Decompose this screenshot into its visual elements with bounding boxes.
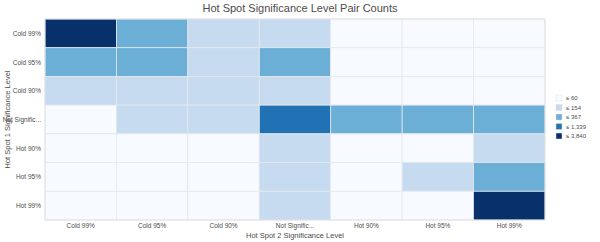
legend-swatch — [556, 95, 562, 101]
heatmap-cell — [116, 19, 187, 48]
heatmap-cell — [474, 19, 545, 48]
heatmap-cell — [331, 105, 402, 134]
plot-frame — [45, 19, 545, 220]
heatmap-cell — [45, 105, 116, 134]
heatmap-cell — [116, 105, 187, 134]
x-tick-label: Hot 99% — [497, 222, 522, 229]
heatmap-cell — [402, 76, 473, 105]
heatmap-cell — [188, 134, 259, 163]
heatmap-cell — [259, 105, 330, 134]
heatmap-cell — [116, 134, 187, 163]
heatmap-cell — [402, 163, 473, 192]
heatmap-cell — [331, 163, 402, 192]
y-tick-label: Hot 99% — [16, 202, 41, 209]
heatmap-cell — [474, 134, 545, 163]
y-tick-label: Cold 90% — [13, 87, 41, 94]
chart-root: Hot Spot Significance Level Pair Counts C… — [0, 0, 600, 242]
y-axis-label: Hot Spot 1 Significance Level — [3, 70, 12, 168]
heatmap-cell — [45, 48, 116, 77]
heatmap-cell — [259, 163, 330, 192]
legend: ≤ 60 ≤ 154 ≤ 367 ≤ 1,339 ≤ 3,840 — [556, 95, 587, 139]
heatmap-cell — [331, 191, 402, 220]
heatmap-cell — [259, 191, 330, 220]
heatmap-cell — [474, 105, 545, 134]
legend-label: ≤ 154 — [566, 105, 582, 111]
legend-swatch — [556, 133, 562, 139]
y-tick-label: Hot 95% — [16, 173, 41, 180]
heatmap-cell — [188, 48, 259, 77]
heatmap-cell — [331, 48, 402, 77]
heatmap-cell — [474, 163, 545, 192]
legend-swatch — [556, 105, 562, 111]
heatmap-cell — [474, 48, 545, 77]
heatmap-cell — [188, 163, 259, 192]
heatmap-cell — [259, 134, 330, 163]
cells — [45, 19, 545, 220]
heatmap-cell — [259, 76, 330, 105]
heatmap-cell — [259, 48, 330, 77]
y-tick-label: Cold 95% — [13, 59, 41, 66]
legend-swatch — [556, 114, 562, 120]
title: Hot Spot Significance Level Pair Counts — [202, 2, 398, 14]
heatmap-cell — [116, 48, 187, 77]
x-tick-label: Hot 95% — [425, 222, 450, 229]
legend-label: ≤ 3,840 — [566, 133, 587, 139]
heatmap-cell — [402, 48, 473, 77]
x-tick-label: Cold 95% — [138, 222, 166, 229]
heatmap-cell — [45, 163, 116, 192]
heatmap-cell — [45, 134, 116, 163]
x-axis-label: Hot Spot 2 Significance Level — [246, 231, 344, 240]
x-tick-label: Hot 90% — [354, 222, 379, 229]
y-tick-label: Hot 90% — [16, 145, 41, 152]
y-tick-label: Cold 99% — [13, 30, 41, 37]
legend-swatch — [556, 124, 562, 130]
heatmap-cell — [402, 191, 473, 220]
legend-label: ≤ 60 — [566, 95, 578, 101]
heatmap-cell — [116, 76, 187, 105]
x-tick-label: Not Signific... — [276, 222, 314, 230]
heatmap-cell — [402, 19, 473, 48]
legend-label: ≤ 367 — [566, 114, 582, 120]
heatmap-cell — [188, 191, 259, 220]
heatmap-cell — [116, 163, 187, 192]
heatmap-cell — [474, 76, 545, 105]
heatmap-cell — [45, 19, 116, 48]
chart: Hot Spot Significance Level Pair Counts C… — [0, 0, 600, 242]
heatmap-cell — [116, 191, 187, 220]
heatmap-cell — [45, 76, 116, 105]
heatmap-cell — [331, 19, 402, 48]
x-tick-label: Cold 90% — [209, 222, 237, 229]
heatmap-cell — [331, 76, 402, 105]
heatmap-cell — [259, 19, 330, 48]
heatmap-cell — [45, 191, 116, 220]
heatmap-cell — [402, 105, 473, 134]
heatmap-cell — [188, 105, 259, 134]
heatmap-cell — [188, 19, 259, 48]
heatmap-cell — [331, 134, 402, 163]
x-tick-label: Cold 99% — [67, 222, 95, 229]
heatmap-cell — [474, 191, 545, 220]
heatmap-cell — [188, 76, 259, 105]
heatmap-cell — [402, 134, 473, 163]
legend-label: ≤ 1,339 — [566, 124, 587, 130]
